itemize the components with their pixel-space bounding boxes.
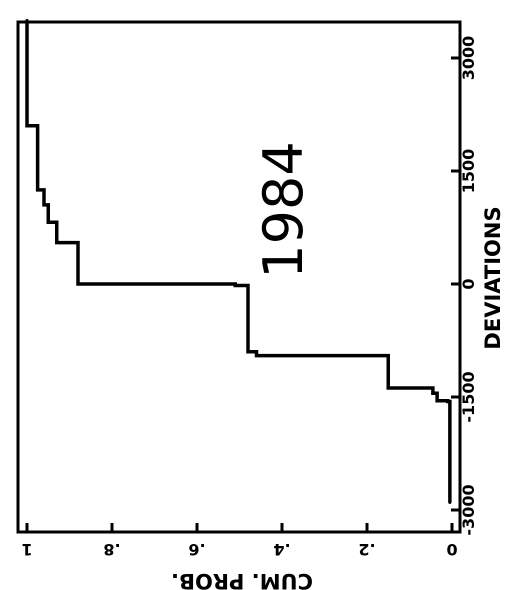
plot-frame [16,20,462,534]
data-point [25,18,29,22]
y-axis-label: CUM. PROB. [171,569,313,590]
data-point [446,400,450,404]
series-points [25,18,452,504]
year-annotation: 1984 [252,141,315,278]
x-axis-label: DEVIATIONS [481,206,505,349]
y-tick-label: .6 [188,540,205,559]
x-tick-label: -3000 [459,484,478,535]
data-point [76,282,80,286]
y-axis-ticks: 0 .2 .4 .6 .8 1 [21,523,458,559]
data-point [386,386,390,390]
data-point [233,284,237,288]
x-tick-label: -1500 [459,371,478,422]
data-point [55,241,59,245]
data-point [36,188,40,192]
y-tick-label: 1 [21,540,32,559]
data-point [448,500,452,504]
x-axis-ticks: -3000 -1500 0 1500 3000 [451,36,478,536]
y-tick-label: 0 [446,540,457,559]
data-point [42,203,46,207]
data-point [246,350,250,354]
x-tick-label: 3000 [459,36,478,81]
x-tick-label: 1500 [459,149,478,194]
data-point [431,391,435,395]
series-line [25,20,452,503]
data-point [255,354,258,358]
data-point [435,399,439,403]
data-point [46,220,50,224]
y-tick-label: .4 [273,540,290,559]
data-point [25,124,29,128]
y-tick-label: .2 [358,540,375,559]
x-tick-label: 0 [459,278,478,289]
y-tick-label: .8 [103,540,120,559]
